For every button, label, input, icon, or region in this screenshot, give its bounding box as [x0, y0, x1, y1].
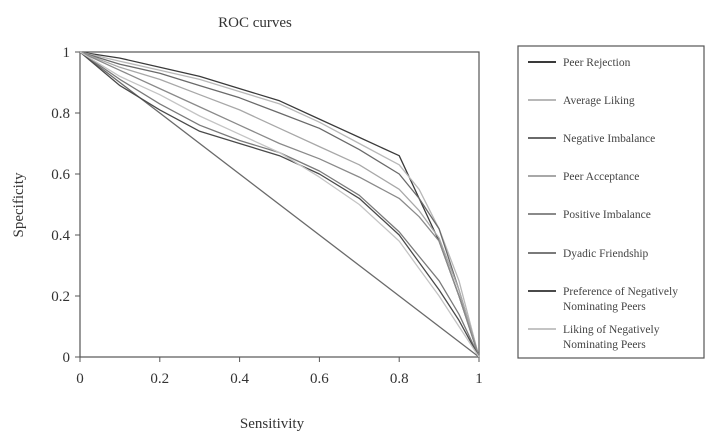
x-tick-label: 0.8	[390, 371, 409, 387]
legend-item-4: Peer Acceptance	[528, 171, 639, 183]
legend-item-2: Average Liking	[528, 95, 635, 107]
reference-diagonal-line	[79, 51, 480, 358]
y-tick-label: 1	[63, 45, 71, 61]
legend-item-8: Liking of Negatively Nominating Peers	[528, 324, 660, 351]
y-tick-label: 0.6	[51, 167, 70, 183]
legend-label: Positive Imbalance	[563, 209, 651, 221]
legend-item-5: Positive Imbalance	[528, 209, 651, 221]
y-axis-label: Specificity	[11, 172, 27, 237]
legend-label: Preference of Negatively	[563, 286, 678, 298]
plot-area	[79, 51, 480, 358]
legend-item-6: Dyadic Friendship	[528, 248, 649, 260]
legend-label: Average Liking	[563, 95, 635, 107]
series-line-6	[79, 51, 480, 358]
x-tick-label: 0.2	[150, 371, 169, 387]
x-tick-label: 0.4	[230, 371, 249, 387]
legend-items: Peer Rejection Average Liking Negative Imb…	[528, 57, 678, 351]
x-tick-label: 1	[475, 371, 483, 387]
x-axis-ticks: 0 0.2 0.4 0.6 0.8 1	[76, 357, 483, 387]
x-tick-label: 0.6	[310, 371, 329, 387]
legend-item-1: Peer Rejection	[528, 57, 631, 69]
legend-label: Negative Imbalance	[563, 133, 655, 145]
legend	[517, 45, 705, 359]
reference-layer	[79, 51, 480, 358]
series-line-7	[79, 51, 480, 358]
y-tick-label: 0.4	[51, 228, 70, 244]
x-axis-label: Sensitivity	[240, 416, 305, 432]
legend-label: Liking of Negatively	[563, 324, 660, 336]
legend-label: Peer Rejection	[563, 57, 631, 69]
series-line-5	[79, 51, 480, 358]
series-layer	[79, 51, 480, 358]
y-tick-label: 0.2	[51, 289, 70, 305]
legend-label: Nominating Peers	[563, 301, 646, 313]
legend-item-7: Preference of Negatively Nominating Peers	[528, 286, 678, 313]
series-line-8	[79, 51, 480, 358]
series-line-4	[79, 51, 480, 358]
series-line-3	[79, 51, 480, 358]
legend-item-3: Negative Imbalance	[528, 133, 655, 145]
legend-label: Dyadic Friendship	[563, 248, 649, 260]
legend-label: Nominating Peers	[563, 339, 646, 351]
x-tick-label: 0	[76, 371, 84, 387]
legend-label: Peer Acceptance	[563, 171, 639, 183]
y-tick-label: 0	[63, 350, 71, 366]
chart-title: ROC curves	[218, 15, 292, 31]
y-tick-label: 0.8	[51, 106, 70, 122]
y-axis-ticks: 0 0.2 0.4 0.6 0.8 1	[51, 45, 80, 366]
